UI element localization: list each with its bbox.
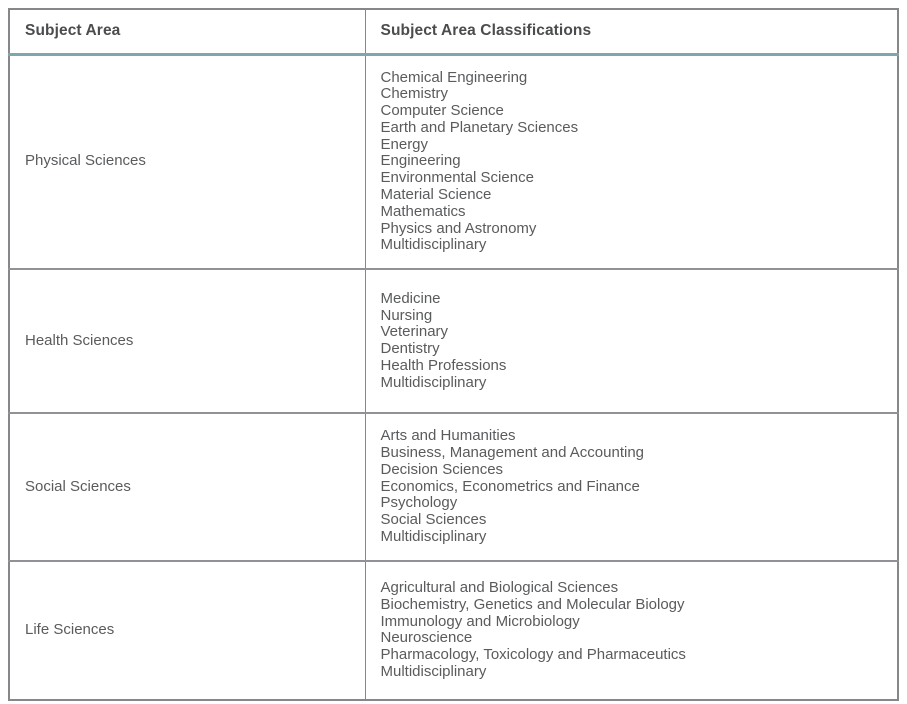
classifications-cell: Medicine Nursing Veterinary Dentistry Health… — [364, 268, 898, 414]
classification-item: Nursing — [380, 306, 433, 324]
classification-item: Multidisciplinary — [380, 662, 487, 680]
table-row: Health Sciences Medicine Nursing Veterinar… — [9, 268, 898, 414]
classification-item: Chemistry — [380, 85, 449, 103]
classification-item: Multidisciplinary — [380, 373, 487, 391]
classification-item: Material Science — [380, 186, 492, 204]
column-header-subject-area: Subject Area — [9, 9, 365, 56]
column-header-classifications: Subject Area Classifications — [364, 9, 898, 56]
classification-item: Multidisciplinary — [380, 236, 487, 254]
table-row: Physical Sciences Chemical Engineering Ch… — [9, 54, 898, 270]
classification-item: Economics, Econometrics and Finance — [380, 477, 640, 495]
classification-item: Neuroscience — [380, 629, 473, 647]
classification-item: Physics and Astronomy — [380, 219, 537, 237]
classification-item: Psychology — [380, 494, 458, 512]
classification-item: Pharmacology, Toxicology and Pharmaceuti… — [380, 646, 686, 664]
classification-item: Energy — [380, 135, 429, 153]
classification-item: Mathematics — [380, 202, 466, 220]
area-cell: Physical Sciences — [25, 152, 146, 170]
classification-item: Medicine — [380, 289, 441, 307]
classification-item: Veterinary — [380, 323, 449, 341]
classification-item: Dentistry — [380, 340, 440, 358]
classification-item: Chemical Engineering — [380, 68, 528, 86]
classification-item: Earth and Planetary Sciences — [380, 118, 579, 136]
classification-item: Immunology and Microbiology — [380, 612, 580, 630]
classification-item: Health Professions — [380, 357, 507, 375]
classification-item: Engineering — [380, 152, 461, 170]
classifications-cell: Arts and Humanities Business, Management … — [364, 412, 898, 561]
classification-item: Environmental Science — [380, 169, 534, 187]
classification-item: Business, Management and Accounting — [380, 444, 645, 462]
classifications-cell: Chemical Engineering Chemistry Computer Sc… — [364, 54, 898, 270]
header-row: Subject Area Subject Area Classification… — [9, 9, 898, 56]
classification-item: Decision Sciences — [380, 460, 504, 478]
classification-item: Biochemistry, Genetics and Molecular Bio… — [380, 595, 685, 613]
area-cell: Health Sciences — [9, 268, 365, 414]
area-cell: Life Sciences — [9, 559, 365, 700]
table-row: Social Sciences Arts and Humanities Busin… — [9, 412, 898, 561]
area-cell: Social Sciences — [9, 412, 365, 561]
table-row: Life Sciences Agricultural and Biologica… — [9, 559, 898, 700]
classification-item: Arts and Humanities — [380, 427, 516, 445]
classification-item: Multidisciplinary — [380, 528, 487, 546]
classification-item: Computer Science — [380, 102, 504, 120]
classifications-cell: Agricultural and Biological Sciences Bioc… — [364, 559, 898, 700]
subject-area-table: Subject Area Subject Area Classification… — [8, 8, 899, 701]
classification-item: Agricultural and Biological Sciences — [380, 578, 619, 596]
classification-item: Social Sciences — [380, 511, 487, 529]
